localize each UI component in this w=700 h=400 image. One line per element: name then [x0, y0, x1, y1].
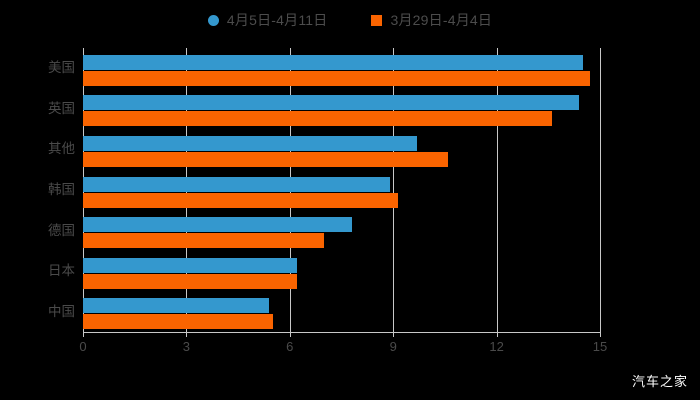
bar-group	[83, 135, 600, 167]
y-axis-label-3: 韩国	[48, 182, 75, 197]
x-tick-label-9: 9	[389, 339, 397, 354]
x-tick-label-15: 15	[592, 339, 608, 354]
y-axis-label-1: 英国	[48, 100, 75, 116]
bar[interactable]	[83, 95, 580, 111]
legend-item-blue[interactable]: 4月5日-4月11日	[207, 10, 328, 30]
legend-label-blue: 4月5日-4月11日	[226, 12, 328, 28]
bar-group	[83, 95, 600, 127]
tick-mark-6	[289, 332, 291, 337]
bar-group	[83, 298, 600, 330]
x-axis-tick-labels: 0 3 6 9 12 15	[0, 339, 700, 359]
y-axis-label-2: 其他	[48, 141, 75, 157]
legend-label-orange: 3月29日-4月4日	[390, 12, 493, 28]
bar[interactable]	[83, 151, 449, 167]
tick-mark-9	[393, 332, 395, 337]
x-tick-label-3: 3	[182, 339, 191, 354]
y-axis-category-labels: 美国英国其他韩国德国日本中国	[0, 48, 75, 332]
bar[interactable]	[83, 273, 297, 289]
y-axis-label-4: 德国	[48, 222, 75, 238]
bar[interactable]	[83, 135, 418, 151]
bar[interactable]	[83, 257, 297, 273]
bar[interactable]	[83, 192, 399, 208]
x-tick-label-12: 12	[489, 339, 504, 354]
tick-mark-0	[83, 332, 84, 337]
tick-mark-15	[600, 332, 601, 337]
x-tick-label-0: 0	[79, 339, 87, 354]
plot-area	[83, 48, 601, 332]
bar[interactable]	[83, 233, 325, 249]
bar[interactable]	[83, 298, 270, 314]
gridline-9	[393, 48, 395, 332]
bar[interactable]	[83, 314, 273, 330]
bar-group	[83, 54, 600, 86]
bar[interactable]	[83, 217, 352, 233]
x-tick-label-6: 6	[286, 339, 294, 354]
bar[interactable]	[83, 70, 590, 86]
bar-group	[83, 176, 600, 208]
legend-item-orange[interactable]: 3月29日-4月4日	[371, 10, 492, 30]
bar[interactable]	[83, 54, 583, 70]
bar-group	[83, 217, 600, 249]
y-axis-label-6: 中国	[48, 303, 75, 319]
chart-legend: 4月5日-4月11日 3月29日-4月4日	[0, 10, 700, 30]
tick-mark-12	[496, 332, 498, 337]
gridline-12	[496, 48, 498, 332]
tick-mark-3	[186, 332, 188, 337]
bar[interactable]	[83, 111, 552, 127]
square-marker-icon	[371, 14, 383, 26]
gridline-15	[600, 48, 601, 332]
bar-group	[83, 257, 600, 289]
bar[interactable]	[83, 176, 390, 192]
watermark-label: 汽车之家	[631, 374, 688, 389]
x-axis-line	[83, 332, 601, 333]
y-axis-label-0: 美国	[48, 60, 75, 76]
y-axis-label-5: 日本	[48, 263, 75, 279]
circle-marker-icon	[207, 14, 219, 26]
